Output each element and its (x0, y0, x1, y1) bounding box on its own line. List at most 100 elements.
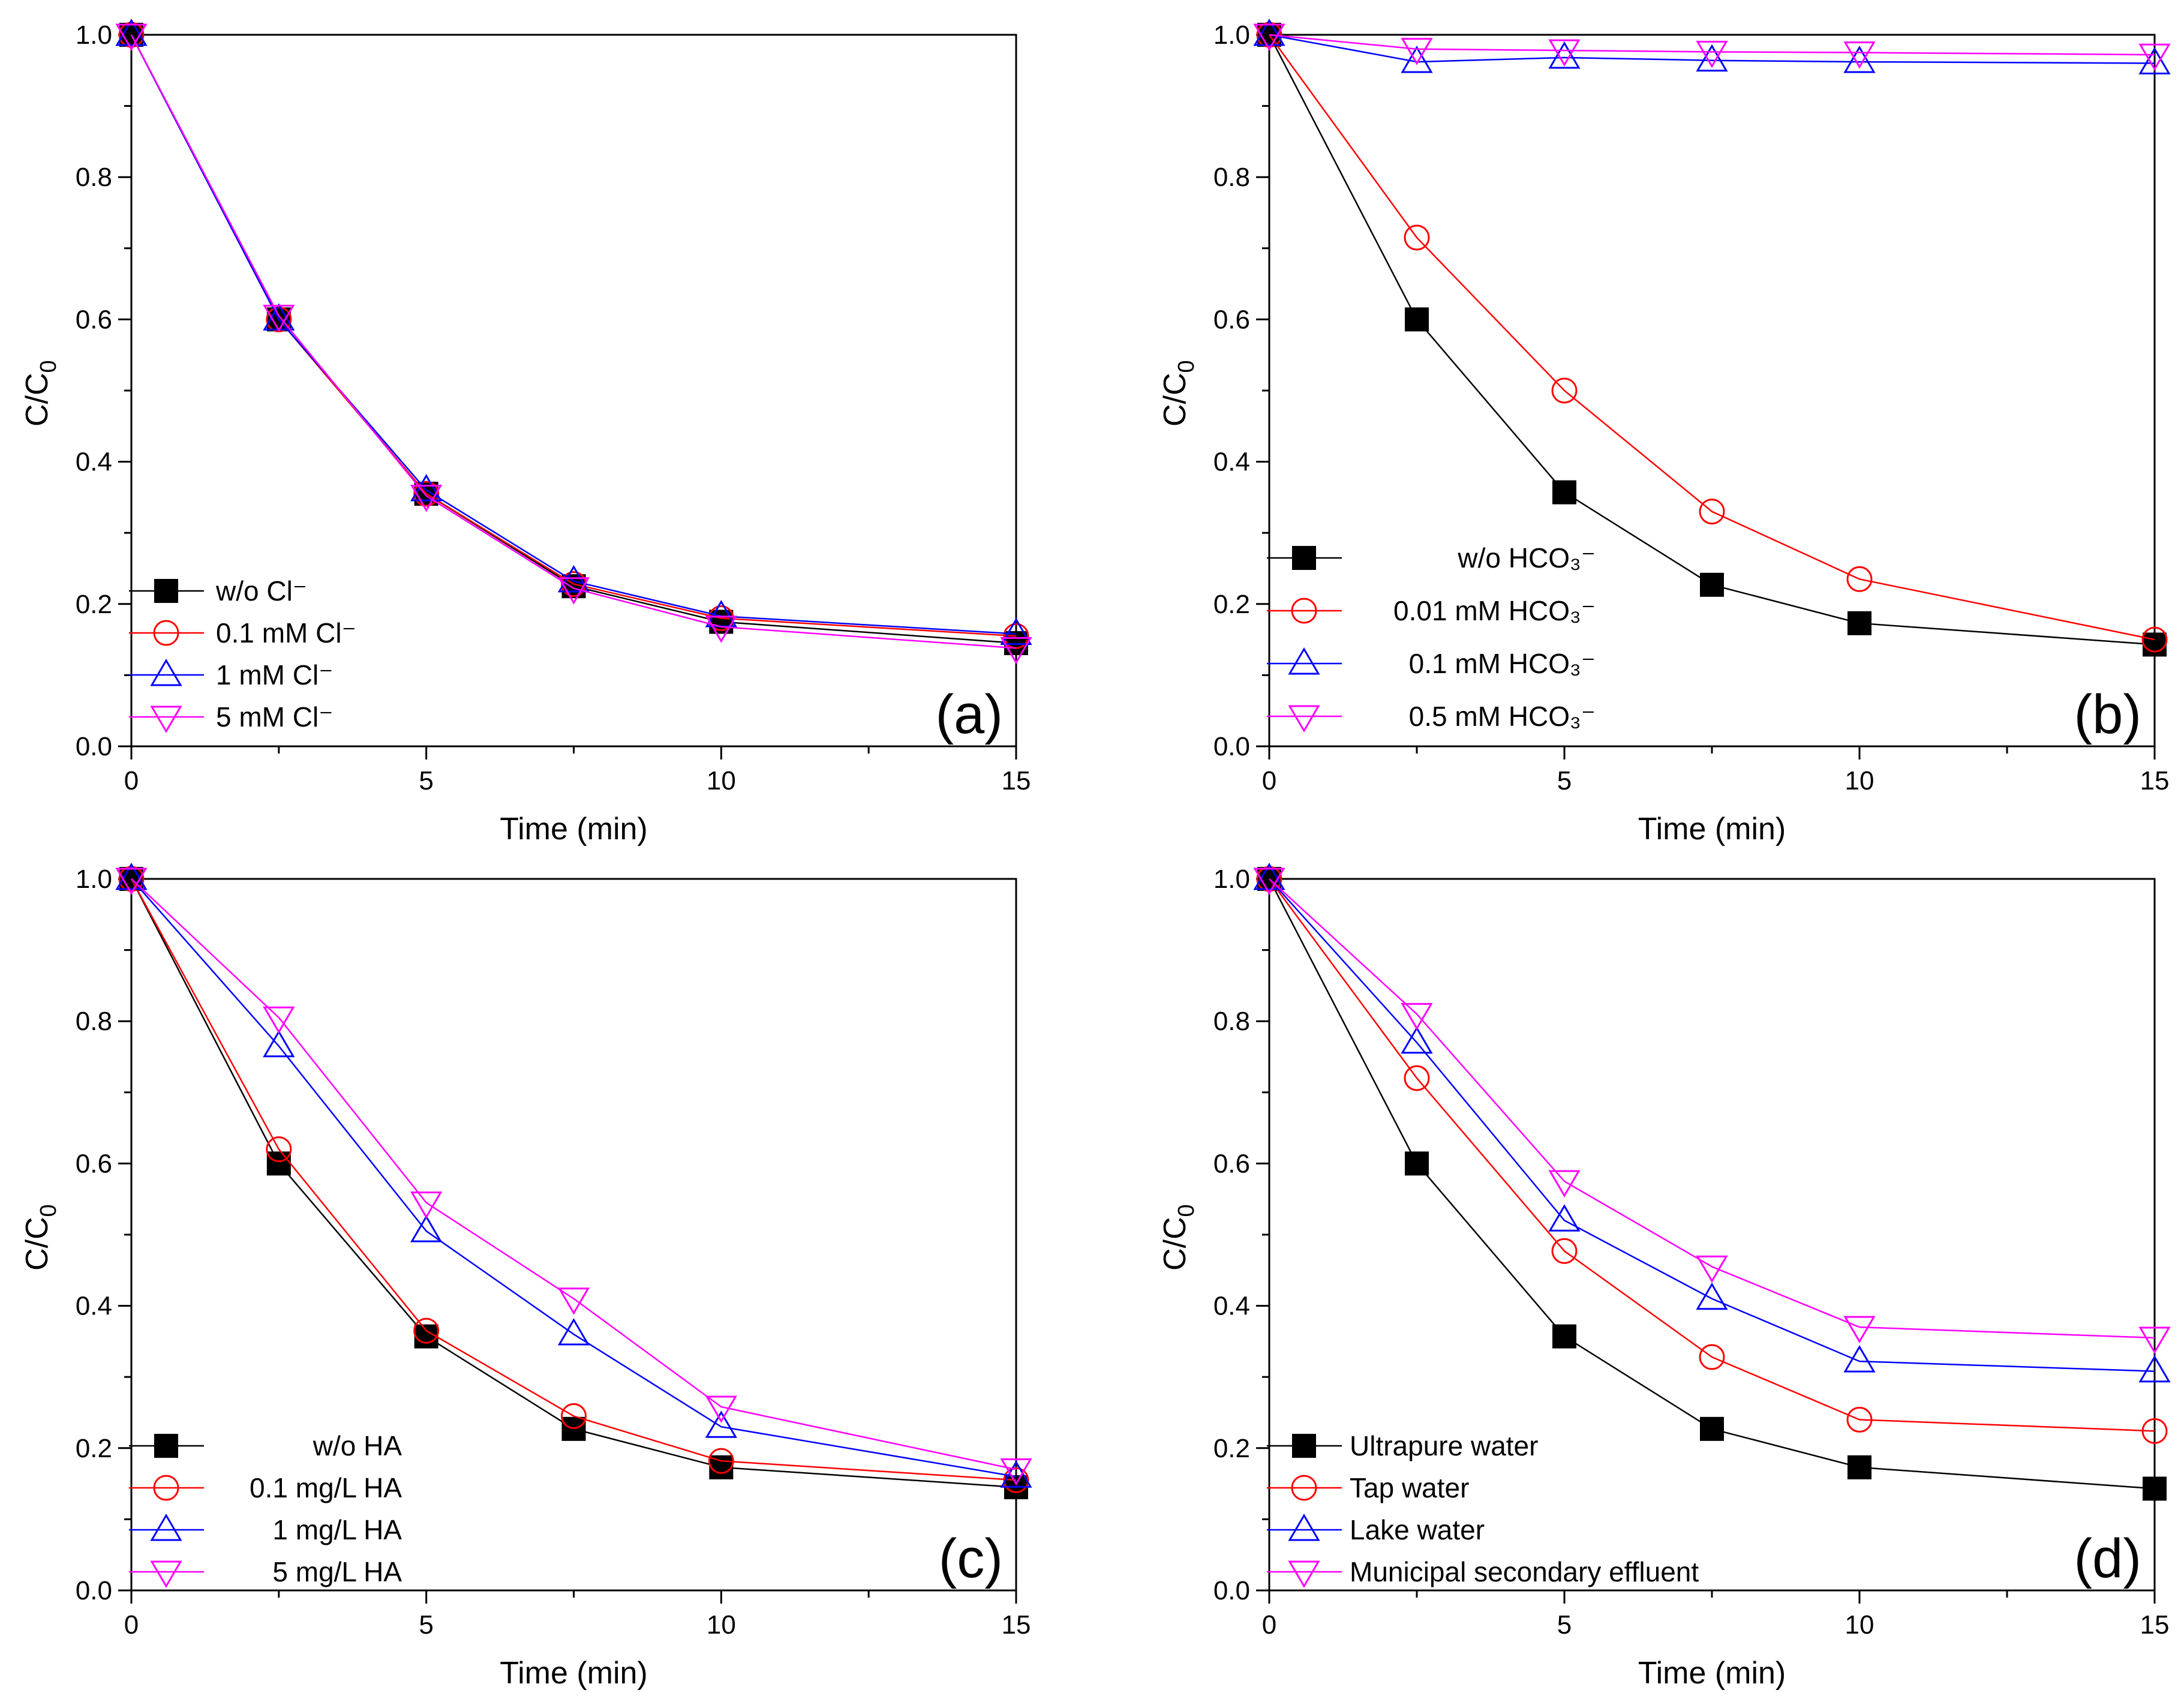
series-0 (1257, 867, 2167, 1501)
legend-marker (1291, 1475, 1317, 1501)
data-point (1401, 38, 1433, 65)
data-point (1000, 637, 1032, 665)
x-tick-label: 10 (1845, 1610, 1874, 1640)
y-tick-label: 1.0 (1213, 864, 1250, 894)
legend-marker (1292, 546, 1316, 570)
legend-label: 5 mM Cl⁻ (216, 701, 334, 733)
legend: w/o HA 0.1 mg/L HA 1 mg/L HA 5 mg/L HA (129, 1430, 402, 1588)
legend-marker (150, 659, 182, 686)
y-axis-title: C/C0 (20, 360, 61, 427)
series-1 (118, 22, 1029, 649)
legend-marker (1288, 647, 1320, 675)
data-point (263, 1006, 295, 1034)
data-point (1548, 1204, 1581, 1232)
data-point (2143, 1476, 2167, 1501)
data-point (1843, 41, 1876, 69)
legend-label: Lake water (1350, 1514, 1485, 1545)
data-point (2141, 1418, 2168, 1444)
series-line (130, 34, 1017, 644)
y-axis-title-sub: 0 (36, 1204, 61, 1217)
legend-marker (150, 1560, 182, 1588)
data-point (2141, 626, 2168, 653)
data-point (1696, 1282, 1728, 1310)
data-point (1256, 866, 1282, 892)
data-point (1404, 1065, 1430, 1091)
data-point (1401, 46, 1433, 73)
data-point (1548, 1170, 1581, 1198)
legend-marker (150, 706, 182, 733)
series-line (130, 878, 1017, 1488)
data-point (557, 577, 590, 605)
data-point (115, 867, 148, 895)
legend-label: Ultrapure water (1350, 1430, 1538, 1461)
legend-label: 0.5 mM HCO₃⁻ (1409, 701, 1596, 732)
y-tick-label: 0.8 (76, 163, 112, 192)
data-point (1551, 1238, 1578, 1264)
series-line (1269, 34, 2155, 56)
data-point (557, 1318, 590, 1346)
data-point (2138, 1355, 2171, 1383)
legend-label: 0.01 mM HCO₃⁻ (1393, 595, 1596, 626)
x-tick-label: 10 (707, 766, 736, 796)
data-point (2138, 47, 2171, 74)
data-point (414, 1324, 438, 1349)
x-tick-label: 5 (419, 766, 433, 796)
y-axis-title-sub: 0 (1174, 1204, 1199, 1217)
data-point (1843, 1345, 1876, 1373)
series-line (130, 878, 1017, 1481)
x-axis-title: Time (min) (1638, 812, 1786, 847)
data-point (1000, 617, 1032, 646)
legend-marker (154, 1434, 178, 1458)
data-point (1253, 863, 1285, 890)
y-tick-label: 0.6 (1213, 305, 1250, 334)
series-3 (115, 867, 1032, 1486)
y-axis-title-sub: 0 (36, 360, 61, 373)
data-point (1000, 1460, 1032, 1488)
data-point (1696, 40, 1728, 68)
series-2 (115, 19, 1032, 646)
data-point (1551, 377, 1578, 404)
data-point (708, 605, 734, 632)
legend-label: 1 mM Cl⁻ (216, 659, 334, 691)
data-point (1696, 1255, 1728, 1283)
legend-marker (154, 579, 178, 603)
series-1 (1256, 22, 2168, 653)
data-point (705, 616, 737, 643)
y-tick-label: 0.4 (76, 1292, 112, 1321)
data-point (1843, 46, 1876, 73)
legend-marker (1292, 1434, 1316, 1458)
series-2 (1253, 19, 2171, 74)
series-line (1268, 34, 2155, 646)
data-point (1846, 1406, 1873, 1433)
x-tick-label: 15 (1002, 1610, 1031, 1640)
y-tick-label: 0.4 (76, 448, 112, 477)
y-axis-title-main: C/C (20, 1217, 55, 1271)
y-tick-label: 1.0 (1213, 20, 1250, 50)
y-tick-label: 1.0 (76, 20, 112, 50)
data-point (1404, 224, 1430, 251)
legend-label: 0.1 mM HCO₃⁻ (1409, 648, 1596, 679)
y-tick-label: 0.0 (76, 732, 112, 761)
x-tick-label: 5 (1557, 1610, 1572, 1640)
legend-label: 1 mg/L HA (272, 1514, 402, 1545)
legend-label: w/o Cl⁻ (215, 575, 307, 607)
data-point (561, 1403, 587, 1429)
y-axis-title: C/C0 (1158, 360, 1199, 427)
data-point (1548, 41, 1581, 69)
data-point (263, 1029, 295, 1058)
data-point (1700, 572, 1724, 597)
data-point (1696, 44, 1728, 72)
series-line (130, 34, 1017, 635)
data-point (1552, 480, 1576, 505)
series-line (1268, 878, 2155, 1490)
data-point (1847, 611, 1871, 635)
series-2 (1253, 863, 2171, 1383)
x-tick-label: 15 (2140, 1610, 2170, 1640)
y-axis-title: C/C0 (20, 1204, 61, 1271)
data-point (1253, 867, 1285, 895)
legend-marker (153, 620, 179, 646)
data-point (118, 22, 145, 48)
